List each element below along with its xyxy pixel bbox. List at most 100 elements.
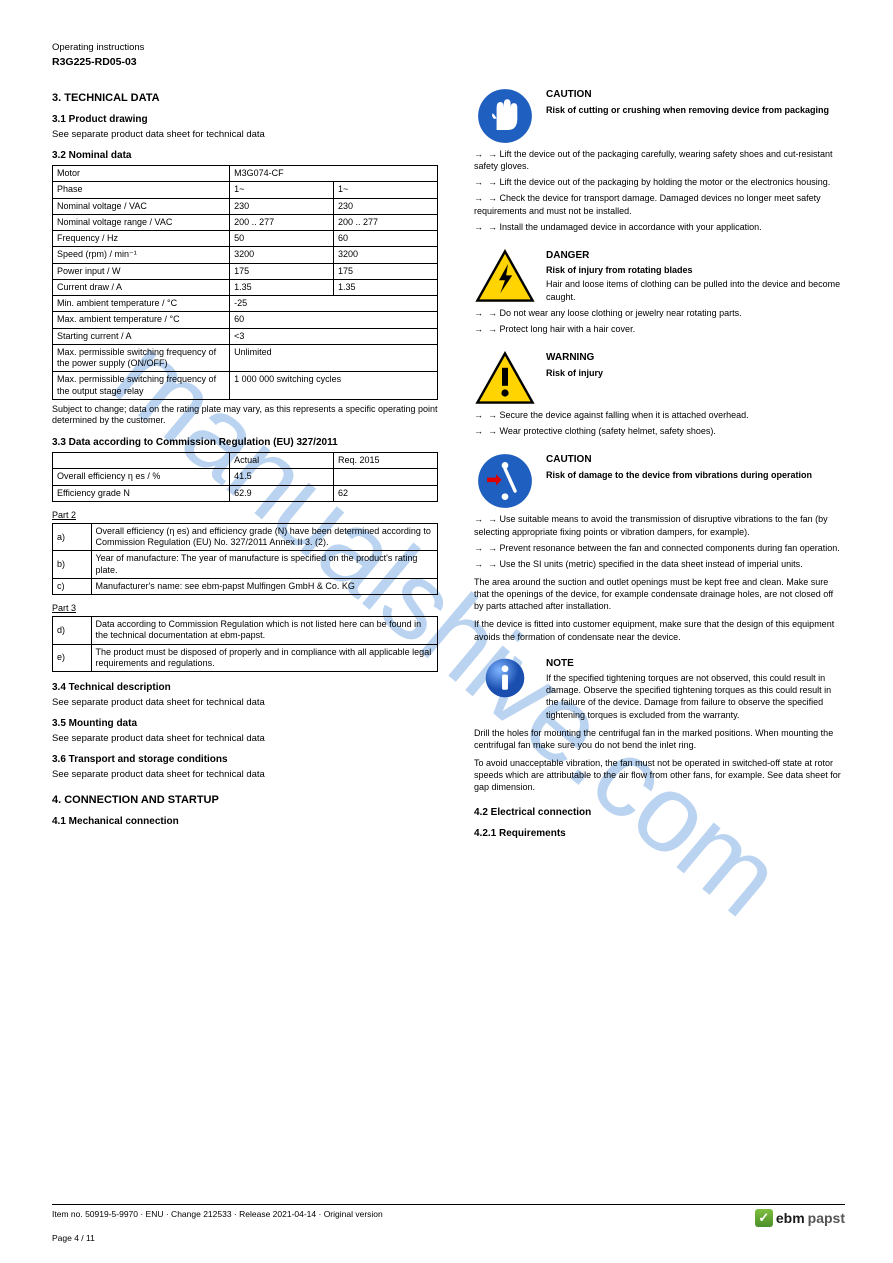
cell-value: 1 000 000 switching cycles xyxy=(230,372,438,400)
transport-note: See separate product data sheet for tech… xyxy=(52,769,438,780)
cell-value: -25 xyxy=(230,296,438,312)
mounting-note: See separate product data sheet for tech… xyxy=(52,733,438,744)
section-3-5-heading: 3.5 Mounting data xyxy=(52,718,438,729)
cell-value: M3G074-CF xyxy=(230,166,438,182)
danger-subhead: Risk of injury from rotating blades xyxy=(546,264,844,276)
cell-value: Unlimited xyxy=(230,344,438,372)
paragraph: Drill the holes for mounting the centrif… xyxy=(474,727,844,751)
warning-subhead: Risk of injury xyxy=(546,367,844,379)
section-4-1-heading: 4.1 Mechanical connection xyxy=(52,816,438,827)
table-row: d)Data according to Commission Regulatio… xyxy=(53,617,438,645)
cell-value: 3200 xyxy=(230,247,334,263)
caution-subhead: Risk of cutting or crushing when removin… xyxy=(546,104,844,116)
cell-value: 200 .. 277 xyxy=(334,214,438,230)
table-row: Max. ambient temperature / °C60 xyxy=(53,312,438,328)
paragraph: The area around the suction and outlet o… xyxy=(474,576,844,612)
cell-value: 62 xyxy=(334,485,438,501)
warning-line: →→ Wear protective clothing (safety helm… xyxy=(474,425,844,437)
caution-line: →→ Lift the device out of the packaging … xyxy=(474,176,844,188)
cell-value: 200 .. 277 xyxy=(230,214,334,230)
switch-caution-line: →→ Prevent resonance between the fan and… xyxy=(474,542,844,554)
table-row: a)Overall efficiency (η es) and efficien… xyxy=(53,523,438,551)
cell-label: Power input / W xyxy=(53,263,230,279)
switch-caution-title: CAUTION xyxy=(546,453,844,467)
table-row: Frequency / Hz5060 xyxy=(53,231,438,247)
table-row: Nominal voltage / VAC230230 xyxy=(53,198,438,214)
section-3-6-heading: 3.6 Transport and storage conditions xyxy=(52,754,438,765)
cell-header: Actual xyxy=(230,453,334,469)
table-row: ActualReq. 2015 xyxy=(53,453,438,469)
danger-line: →→ Protect long hair with a hair cover. xyxy=(474,323,844,335)
section-4-heading: 4. CONNECTION AND STARTUP xyxy=(52,794,438,806)
section-3-3-heading: 3.3 Data according to Commission Regulat… xyxy=(52,437,438,448)
cell-label: a) xyxy=(53,523,92,551)
section-3-1-heading: 3.1 Product drawing xyxy=(52,114,438,125)
cell-value: Year of manufacture: The year of manufac… xyxy=(91,551,438,579)
cell-label: Min. ambient temperature / °C xyxy=(53,296,230,312)
section-3-4-heading: 3.4 Technical description xyxy=(52,682,438,693)
cell-label: d) xyxy=(53,617,92,645)
section-3-2-heading: 3.2 Nominal data xyxy=(52,150,438,161)
part3-table: d)Data according to Commission Regulatio… xyxy=(52,616,438,672)
cell-value: 230 xyxy=(230,198,334,214)
cell-value: 1.35 xyxy=(334,279,438,295)
note-block: NOTE If the specified tightening torques… xyxy=(474,657,844,721)
cell-value: 1~ xyxy=(334,182,438,198)
cell-value: 41.5 xyxy=(230,469,334,485)
cell-value: 175 xyxy=(334,263,438,279)
brand-text-b: papst xyxy=(808,1210,845,1226)
cell-value: 60 xyxy=(334,231,438,247)
part2-label: Part 2 xyxy=(52,510,438,520)
left-column: 3. TECHNICAL DATA 3.1 Product drawing Se… xyxy=(52,78,438,843)
disconnect-power-icon xyxy=(477,453,533,509)
check-icon: ✓ xyxy=(755,1209,773,1227)
cell-label: Motor xyxy=(53,166,230,182)
cell-value: 50 xyxy=(230,231,334,247)
cell-value xyxy=(334,469,438,485)
switch-caution-line: →→ Use the SI units (metric) specified i… xyxy=(474,558,844,570)
spec-table: MotorM3G074-CF Phase1~1~ Nominal voltage… xyxy=(52,165,438,400)
drawing-note: See separate product data sheet for tech… xyxy=(52,129,438,140)
paragraph: To avoid unacceptable vibration, the fan… xyxy=(474,757,844,793)
cell-label: Phase xyxy=(53,182,230,198)
cell-header: Req. 2015 xyxy=(334,453,438,469)
part3-label: Part 3 xyxy=(52,603,438,613)
cell-label: Starting current / A xyxy=(53,328,230,344)
spec-note: Subject to change; data on the rating pl… xyxy=(52,404,438,427)
note-body: If the specified tightening torques are … xyxy=(546,672,844,721)
section-4-2-1-heading: 4.2.1 Requirements xyxy=(474,828,844,839)
switch-caution-line: →→ Use suitable means to avoid the trans… xyxy=(474,513,844,537)
cell-value: The product must be disposed of properly… xyxy=(91,644,438,672)
cell-label: b) xyxy=(53,551,92,579)
cell-label: Efficiency grade N xyxy=(53,485,230,501)
cell-value: 62.9 xyxy=(230,485,334,501)
warning-title: WARNING xyxy=(546,351,844,365)
cell-value: 230 xyxy=(334,198,438,214)
table-row: Nominal voltage range / VAC200 .. 277200… xyxy=(53,214,438,230)
cell-value: 175 xyxy=(230,263,334,279)
cell-label: Overall efficiency η es / % xyxy=(53,469,230,485)
cell-value: 3200 xyxy=(334,247,438,263)
info-icon xyxy=(484,657,526,699)
table-row: Max. permissible switching frequency of … xyxy=(53,344,438,372)
right-column: CAUTION Risk of cutting or crushing when… xyxy=(474,78,844,843)
switch-caution-subhead: Risk of damage to the device from vibrat… xyxy=(546,469,844,481)
table-row: Overall efficiency η es / %41.5 xyxy=(53,469,438,485)
part2-table: a)Overall efficiency (η es) and efficien… xyxy=(52,523,438,595)
doc-title: R3G225-RD05-03 xyxy=(52,56,845,68)
exclamation-warning-icon xyxy=(475,351,535,405)
cell-value: 60 xyxy=(230,312,438,328)
cell-label: Speed (rpm) / min⁻¹ xyxy=(53,247,230,263)
note-title: NOTE xyxy=(546,657,844,671)
doc-type: Operating instructions xyxy=(52,42,845,53)
paragraph: If the device is fitted into customer eq… xyxy=(474,618,844,642)
caution-line: →→ Check the device for transport damage… xyxy=(474,192,844,216)
compliance-table: ActualReq. 2015 Overall efficiency η es … xyxy=(52,452,438,502)
brand-text-a: ebm xyxy=(776,1210,805,1226)
cell-value: 1~ xyxy=(230,182,334,198)
footer: Item no. 50919-5-9970 · ENU · Change 212… xyxy=(52,1204,845,1243)
cell-value: <3 xyxy=(230,328,438,344)
cell-label: Frequency / Hz xyxy=(53,231,230,247)
table-row: c)Manufacturer's name: see ebm-papst Mul… xyxy=(53,578,438,594)
danger-line: →→ Do not wear any loose clothing or jew… xyxy=(474,307,844,319)
